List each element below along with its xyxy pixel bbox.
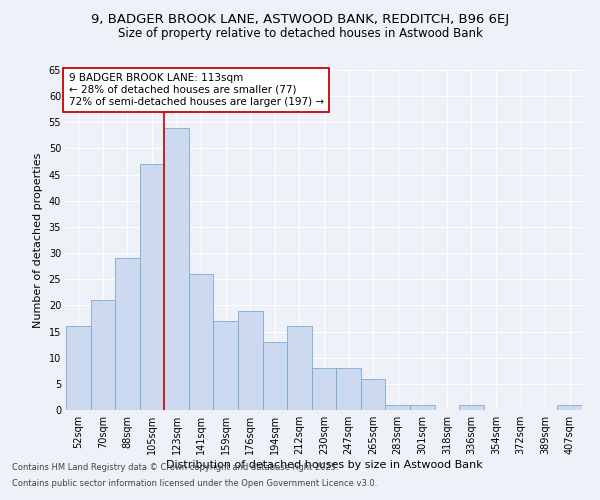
Bar bbox=[287, 326, 312, 410]
Bar bbox=[361, 378, 385, 410]
Y-axis label: Number of detached properties: Number of detached properties bbox=[33, 152, 43, 328]
Bar bbox=[263, 342, 287, 410]
Bar bbox=[140, 164, 164, 410]
Bar bbox=[66, 326, 91, 410]
Text: Size of property relative to detached houses in Astwood Bank: Size of property relative to detached ho… bbox=[118, 28, 482, 40]
Bar bbox=[385, 405, 410, 410]
Bar bbox=[336, 368, 361, 410]
X-axis label: Distribution of detached houses by size in Astwood Bank: Distribution of detached houses by size … bbox=[166, 460, 482, 470]
Bar bbox=[557, 405, 582, 410]
Text: Contains public sector information licensed under the Open Government Licence v3: Contains public sector information licen… bbox=[12, 478, 377, 488]
Bar bbox=[410, 405, 434, 410]
Bar bbox=[214, 321, 238, 410]
Bar bbox=[312, 368, 336, 410]
Bar bbox=[459, 405, 484, 410]
Bar bbox=[189, 274, 214, 410]
Bar bbox=[91, 300, 115, 410]
Text: Contains HM Land Registry data © Crown copyright and database right 2025.: Contains HM Land Registry data © Crown c… bbox=[12, 464, 338, 472]
Text: 9 BADGER BROOK LANE: 113sqm
← 28% of detached houses are smaller (77)
72% of sem: 9 BADGER BROOK LANE: 113sqm ← 28% of det… bbox=[68, 74, 324, 106]
Bar bbox=[164, 128, 189, 410]
Text: 9, BADGER BROOK LANE, ASTWOOD BANK, REDDITCH, B96 6EJ: 9, BADGER BROOK LANE, ASTWOOD BANK, REDD… bbox=[91, 12, 509, 26]
Bar bbox=[115, 258, 140, 410]
Bar bbox=[238, 310, 263, 410]
